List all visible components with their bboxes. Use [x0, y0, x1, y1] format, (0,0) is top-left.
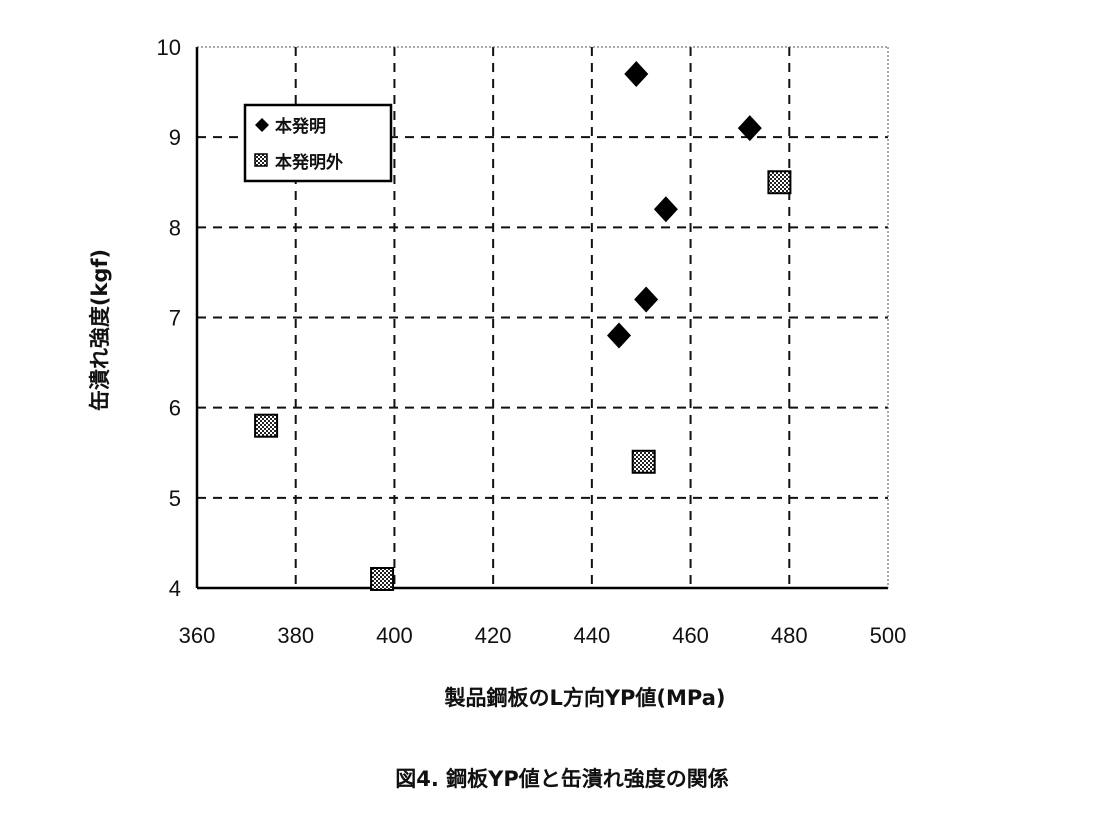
figure-caption: 図4. 鋼板YP値と缶潰れ強度の関係 [395, 767, 729, 791]
x-tick-label: 360 [179, 623, 216, 648]
scatter-chart: 360 380 400 420 440 460 480 500 4 5 6 7 8 9 10 本発明 本発明… [0, 0, 1102, 835]
y-tick-label: 5 [169, 486, 181, 511]
y-tick-label: 7 [169, 306, 181, 331]
y-tick-label: 10 [157, 35, 181, 60]
legend-label-invention: 本発明 [275, 116, 326, 137]
x-axis-label: 製品鋼板のL方向YP値(MPa) [443, 686, 725, 710]
y-tick-label: 9 [169, 125, 181, 150]
y-tick-label: 6 [169, 396, 181, 421]
data-point-diamond [607, 323, 631, 349]
data-point-diamond [634, 286, 658, 312]
legend-square-icon [255, 154, 267, 166]
x-tick-label: 460 [672, 623, 709, 648]
x-tick-label: 480 [771, 623, 808, 648]
legend-label-comparative: 本発明外 [275, 152, 343, 173]
x-tick-label: 400 [376, 623, 413, 648]
data-point-square [371, 568, 393, 590]
x-tick-label: 440 [573, 623, 610, 648]
data-point-square [255, 415, 277, 437]
x-tick-label: 380 [277, 623, 314, 648]
y-axis-label: 缶潰れ強度(kgf) [88, 249, 112, 411]
x-tick-label: 500 [870, 623, 907, 648]
data-point-diamond [654, 196, 678, 222]
data-point-diamond [624, 61, 648, 87]
y-tick-label: 8 [169, 215, 181, 240]
data-point-square [768, 171, 790, 193]
legend: 本発明 本発明外 [245, 105, 391, 181]
data-point-square [633, 451, 655, 473]
x-tick-label: 420 [475, 623, 512, 648]
y-tick-label: 4 [169, 576, 181, 601]
